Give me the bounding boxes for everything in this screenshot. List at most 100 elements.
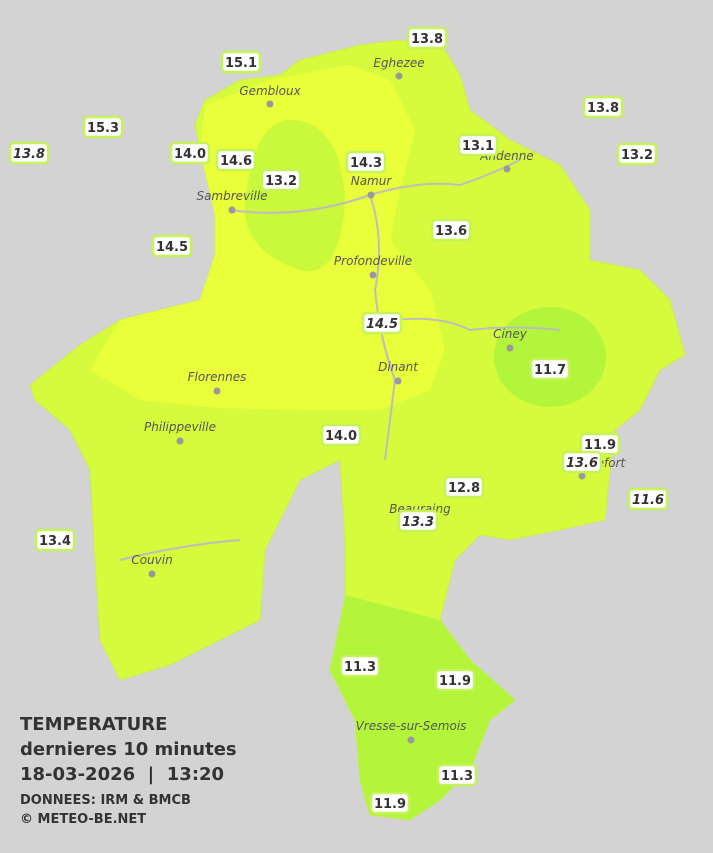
temperature: 11.3 bbox=[344, 660, 376, 675]
town-name: Florennes bbox=[188, 370, 247, 384]
temperature: 11.9 bbox=[439, 674, 471, 689]
temperature: 13.8 bbox=[411, 32, 443, 47]
temperature: 13.3 bbox=[402, 515, 434, 530]
temperature: 14.3 bbox=[350, 156, 382, 171]
label-box bbox=[369, 791, 411, 815]
label-box bbox=[345, 150, 387, 174]
label-box bbox=[627, 487, 669, 511]
town-dot bbox=[369, 271, 377, 279]
town-dot bbox=[503, 165, 511, 173]
town-name: Couvin bbox=[131, 553, 172, 567]
station-label: 15.1 bbox=[220, 50, 262, 74]
label-box bbox=[361, 311, 403, 335]
station-label: 13.2 bbox=[260, 168, 302, 192]
label-box bbox=[220, 50, 262, 74]
station-label: 13.8 bbox=[582, 95, 624, 119]
label-box bbox=[151, 234, 193, 258]
temperature: 11.3 bbox=[441, 769, 473, 784]
temperature: 14.6 bbox=[220, 154, 252, 169]
temperature: 14.5 bbox=[366, 317, 398, 332]
station-label: 11.3 bbox=[339, 654, 381, 678]
temperature: 13.1 bbox=[462, 139, 494, 154]
town-dot bbox=[395, 72, 403, 80]
label-box bbox=[34, 528, 76, 552]
label-box bbox=[434, 668, 476, 692]
station-label: 13.6 bbox=[430, 218, 472, 242]
town-name: Ciney bbox=[493, 327, 528, 341]
label-box bbox=[82, 115, 124, 139]
temperature: 15.1 bbox=[225, 56, 257, 71]
label-box bbox=[457, 133, 499, 157]
town-name: Gembloux bbox=[239, 84, 301, 98]
station-label: 13.4 bbox=[34, 528, 76, 552]
label-box bbox=[397, 509, 439, 533]
legend-source: DONNEES: IRM & BMCB bbox=[20, 793, 191, 808]
station-label: 12.8 bbox=[443, 475, 485, 499]
station-label: 14.5 bbox=[361, 311, 403, 335]
town-dot bbox=[394, 377, 402, 385]
label-box bbox=[8, 141, 50, 165]
town-name: Philippeville bbox=[144, 420, 216, 434]
town-dot bbox=[506, 344, 514, 352]
temperature: 13.2 bbox=[265, 174, 297, 189]
temperature: 14.0 bbox=[174, 147, 206, 162]
station-label: 14.0 bbox=[320, 423, 362, 447]
station-label: 14.3 bbox=[345, 150, 387, 174]
temperature: 13.2 bbox=[621, 148, 653, 163]
station-label: 13.8 bbox=[406, 26, 448, 50]
town-dot bbox=[266, 100, 274, 108]
temperature: 15.3 bbox=[87, 121, 119, 136]
town-dot bbox=[578, 472, 586, 480]
station-label: 11.9 bbox=[434, 668, 476, 692]
town-name: Sambreville bbox=[196, 189, 267, 203]
label-box bbox=[436, 763, 478, 787]
temperature: 13.4 bbox=[39, 534, 71, 549]
legend: TEMPERATURE dernieres 10 minutes 18-03-2… bbox=[20, 714, 237, 827]
town-dot bbox=[148, 570, 156, 578]
legend-copyright: © METEO-BE.NET bbox=[20, 812, 146, 827]
town-name: Namur bbox=[351, 174, 393, 188]
temperature: 14.5 bbox=[156, 240, 188, 255]
temperature: 11.9 bbox=[584, 438, 616, 453]
temperature: 12.8 bbox=[448, 481, 480, 496]
temperature: 13.8 bbox=[587, 101, 619, 116]
town-name: Eghezee bbox=[373, 56, 424, 70]
station-label: 13.8 bbox=[8, 141, 50, 165]
temperature: 11.9 bbox=[374, 797, 406, 812]
station-label: 13.1 bbox=[457, 133, 499, 157]
legend-title: TEMPERATURE bbox=[20, 714, 167, 735]
label-box bbox=[529, 357, 571, 381]
temperature: 13.8 bbox=[13, 147, 45, 162]
town-name: Vresse-sur-Semois bbox=[356, 719, 467, 733]
cool-zone bbox=[494, 307, 606, 407]
cool-zone bbox=[244, 120, 345, 272]
station-label: 14.6 bbox=[215, 148, 257, 172]
legend-datetime: 18-03-2026 | 13:20 bbox=[20, 764, 224, 785]
label-box bbox=[260, 168, 302, 192]
town-dot bbox=[213, 387, 221, 395]
station-label: 13.2 bbox=[616, 142, 658, 166]
town-name: Profondeville bbox=[334, 254, 412, 268]
temperature: 13.6 bbox=[435, 224, 467, 239]
station-label: 14.0 bbox=[169, 141, 211, 165]
town-dot bbox=[367, 191, 375, 199]
label-box bbox=[320, 423, 362, 447]
label-box bbox=[561, 450, 603, 474]
label-box bbox=[430, 218, 472, 242]
station-label: 13.6 bbox=[561, 450, 603, 474]
legend-subtitle: dernieres 10 minutes bbox=[20, 739, 237, 760]
town-dot bbox=[228, 206, 236, 214]
station-label: 15.3 bbox=[82, 115, 124, 139]
temperature: 11.7 bbox=[534, 363, 566, 378]
label-box bbox=[215, 148, 257, 172]
label-box bbox=[582, 95, 624, 119]
station-label: 11.6 bbox=[627, 487, 669, 511]
label-box bbox=[169, 141, 211, 165]
town-dot bbox=[176, 437, 184, 445]
town-name: Dinant bbox=[378, 360, 419, 374]
temperature: 14.0 bbox=[325, 429, 357, 444]
station-label: 14.5 bbox=[151, 234, 193, 258]
station-label: 13.3 bbox=[397, 509, 439, 533]
